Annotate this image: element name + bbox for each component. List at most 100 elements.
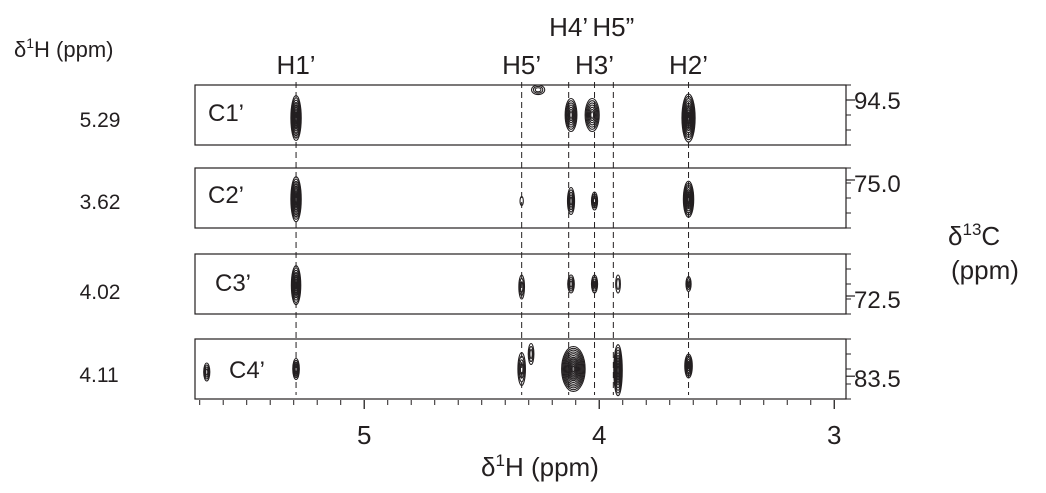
contour-level (517, 351, 526, 387)
column-labels: H1’ H5’ H4’ H3’ H5” H2’ (277, 12, 708, 80)
contour-level (685, 275, 692, 293)
contour-level (534, 87, 542, 93)
contour-core (293, 105, 299, 131)
contour-level (530, 84, 546, 96)
contour-level (565, 100, 577, 130)
left-axis-label: δ1H (ppm) (14, 35, 114, 62)
contour-core (293, 274, 299, 296)
contour-peak (590, 274, 599, 294)
contour-level (591, 193, 598, 209)
contour-level (592, 197, 597, 205)
carbon-shift-label: 94.5 (854, 88, 901, 115)
contour-level (585, 100, 599, 130)
contour-level (589, 108, 596, 122)
contour-level (685, 358, 692, 374)
contour-peak (203, 362, 211, 382)
contour-level (519, 281, 524, 293)
contour-level (592, 278, 597, 290)
contour-level (519, 362, 524, 376)
contour-level (519, 359, 525, 379)
contour-level (568, 278, 574, 290)
contour-peak (685, 275, 692, 293)
contour-peak (567, 274, 575, 294)
contour-peak (292, 357, 300, 381)
strip-3: C3’ 4.02 72.5 (80, 253, 901, 315)
contour-peak (566, 186, 576, 216)
contour-peak (590, 191, 599, 211)
column-label: H5” (592, 12, 634, 42)
contour-level (590, 111, 595, 119)
contour-level (686, 280, 691, 288)
contour-level (528, 345, 534, 363)
contour-level (567, 106, 575, 124)
contour-level (532, 85, 544, 94)
contour-level (586, 102, 598, 128)
contour-level (519, 277, 525, 297)
contour-level (290, 265, 302, 306)
contour-level (568, 108, 574, 122)
x-axis: 5 4 3 (199, 400, 841, 450)
contour-level (205, 368, 209, 376)
contour-level (569, 196, 573, 206)
contour-level (291, 269, 301, 301)
column-label: H5’ (502, 50, 541, 80)
contour-level (529, 348, 533, 360)
contour-level (683, 102, 694, 134)
contour-level (587, 104, 597, 126)
contour-core (686, 189, 691, 210)
proton-shift-label: 4.02 (80, 281, 121, 304)
contour-level (682, 95, 696, 141)
contour-level (567, 189, 575, 213)
column-label: H2’ (669, 50, 708, 80)
contour-level (686, 360, 691, 372)
contour-level (294, 365, 298, 373)
contour-level (681, 93, 696, 143)
x-tick-label: 3 (827, 420, 841, 450)
contour-level (682, 180, 695, 218)
contour-level (686, 278, 691, 290)
proton-shift-label: 3.62 (80, 191, 121, 214)
contour-level (590, 191, 599, 211)
contour-core (616, 356, 620, 385)
x-tick-label: 5 (357, 420, 371, 450)
contour-peak (290, 176, 302, 223)
contour-level (569, 280, 573, 288)
contour-level (684, 353, 693, 379)
contour-level (518, 274, 526, 300)
contour-peak (518, 274, 526, 300)
x-tick-label: 4 (592, 420, 606, 450)
contour-level (590, 274, 599, 294)
contour-level (588, 106, 597, 124)
contour-level (684, 184, 694, 214)
column-label: H1’ (277, 50, 316, 80)
carbon-shift-label: 83.5 (854, 366, 901, 393)
contour-level (684, 355, 693, 377)
right-axis-label: δ13C (948, 220, 1000, 251)
contour-level (682, 98, 695, 138)
guide-lines (295, 82, 690, 395)
contour-level (563, 351, 583, 387)
carbon-label: C3’ (215, 270, 251, 297)
contour-level (291, 267, 301, 303)
contour-level (683, 182, 694, 216)
carbon-label: C1’ (208, 100, 244, 127)
contour-level (519, 195, 524, 207)
strip-2: C2’ 3.62 75.0 (80, 167, 901, 229)
contour-level (683, 100, 694, 136)
proton-shift-label: 5.29 (80, 109, 121, 132)
contour-level (564, 97, 578, 133)
contour-level (566, 104, 576, 126)
carbon-label: C4’ (229, 357, 265, 384)
contour-level (592, 280, 597, 288)
contour-peak (682, 180, 695, 218)
contour-peak (517, 351, 526, 387)
strip-1: C1’ 5.29 94.5 (80, 84, 901, 146)
x-axis-label: δ1H (ppm) (481, 451, 599, 482)
contour-level (562, 347, 585, 391)
contour-level (565, 354, 581, 384)
contour-level (687, 362, 690, 370)
contour-level (292, 272, 300, 299)
strip-4: C4’ 4.11 83.5 (79, 338, 901, 400)
contour-level (562, 349, 584, 389)
contour-level (561, 345, 586, 393)
